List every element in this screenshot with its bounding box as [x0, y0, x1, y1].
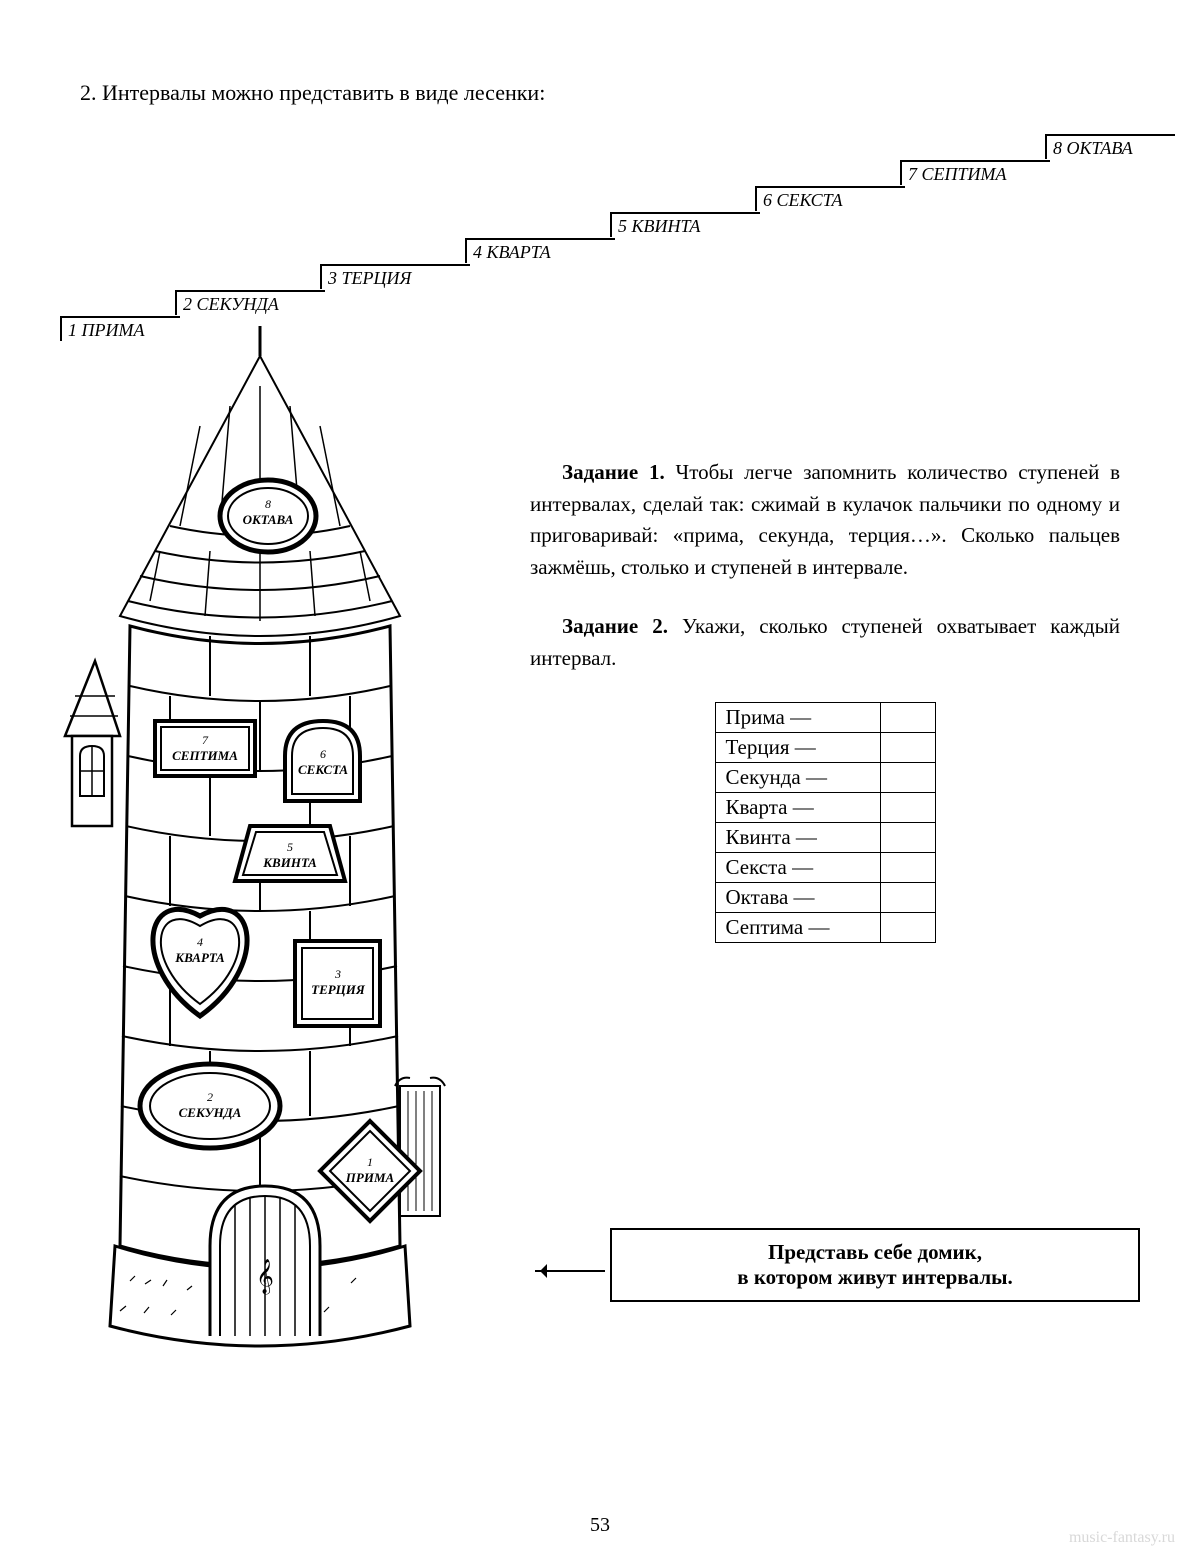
interval-name-cell: Секста — [715, 853, 880, 883]
task1: Задание 1. Чтобы легче запомнить количес… [530, 457, 1120, 583]
svg-text:СЕКСТА: СЕКСТА [298, 762, 348, 777]
watermark: music-fantasy.ru [1069, 1529, 1175, 1547]
page-number: 53 [0, 1514, 1200, 1537]
callout-line1: Представь себе домик, [642, 1240, 1108, 1265]
table-row: Секста — [715, 853, 935, 883]
svg-text:КВИНТА: КВИНТА [262, 855, 317, 870]
shape-oktava: 8 ОКТАВА [220, 480, 316, 552]
task2: Задание 2. Укажи, сколько ступеней охват… [530, 611, 1120, 674]
table-row: Секунда — [715, 763, 935, 793]
interval-value-cell[interactable] [880, 883, 935, 913]
stair-step: 5 КВИНТА [610, 212, 760, 237]
table-row: Кварта — [715, 793, 935, 823]
svg-text:ТЕРЦИЯ: ТЕРЦИЯ [311, 982, 366, 997]
shape-septima: 7 СЕПТИМА [155, 721, 255, 776]
interval-name-cell: Септима — [715, 913, 880, 943]
stair-step: 7 СЕПТИМА [900, 160, 1050, 185]
stair-step: 6 СЕКСТА [755, 186, 905, 211]
shape-kvinta: 5 КВИНТА [235, 826, 345, 881]
shape-seksta: 6 СЕКСТА [285, 721, 360, 801]
interval-name-cell: Секунда — [715, 763, 880, 793]
stair-step: 3 ТЕРЦИЯ [320, 264, 470, 289]
svg-text:7: 7 [202, 733, 209, 747]
table-row: Квинта — [715, 823, 935, 853]
svg-text:1: 1 [367, 1155, 373, 1169]
svg-text:2: 2 [207, 1090, 213, 1104]
table-row: Октава — [715, 883, 935, 913]
interval-value-cell[interactable] [880, 913, 935, 943]
interval-table: Прима —Терция —Секунда —Кварта —Квинта —… [715, 702, 936, 943]
stair-step: 2 СЕКУНДА [175, 290, 325, 315]
callout-box: Представь себе домик, в котором живут ин… [610, 1228, 1140, 1302]
table-row: Септима — [715, 913, 935, 943]
svg-text:𝄞: 𝄞 [256, 1259, 274, 1295]
interval-value-cell[interactable] [880, 703, 935, 733]
interval-name-cell: Прима — [715, 703, 880, 733]
svg-text:ПРИМА: ПРИМА [345, 1170, 395, 1185]
svg-text:5: 5 [287, 840, 293, 854]
shape-sekunda: 2 СЕКУНДА [140, 1064, 280, 1148]
interval-value-cell[interactable] [880, 793, 935, 823]
svg-text:3: 3 [334, 967, 341, 981]
task1-label: Задание 1. [562, 460, 665, 484]
interval-value-cell[interactable] [880, 733, 935, 763]
svg-text:6: 6 [320, 747, 326, 761]
table-row: Терция — [715, 733, 935, 763]
interval-name-cell: Терция — [715, 733, 880, 763]
intro-text: Интервалы можно представить в виде лесен… [102, 80, 545, 105]
task2-label: Задание 2. [562, 614, 668, 638]
svg-text:СЕПТИМА: СЕПТИМА [172, 748, 238, 763]
interval-value-cell[interactable] [880, 853, 935, 883]
interval-name-cell: Октава — [715, 883, 880, 913]
interval-name-cell: Квинта — [715, 823, 880, 853]
callout-line2: в котором живут интервалы. [642, 1265, 1108, 1290]
interval-value-cell[interactable] [880, 763, 935, 793]
intro-number: 2. [80, 80, 97, 105]
intro-line: 2. Интервалы можно представить в виде ле… [80, 80, 1140, 106]
svg-text:8: 8 [265, 497, 271, 511]
staircase-diagram: 1 ПРИМА2 СЕКУНДА3 ТЕРЦИЯ4 КВАРТА5 КВИНТА… [60, 116, 1140, 336]
interval-name-cell: Кварта — [715, 793, 880, 823]
svg-text:4: 4 [197, 935, 203, 949]
interval-value-cell[interactable] [880, 823, 935, 853]
table-row: Прима — [715, 703, 935, 733]
shape-terciya: 3 ТЕРЦИЯ [295, 941, 380, 1026]
svg-text:КВАРТА: КВАРТА [174, 950, 225, 965]
svg-text:СЕКУНДА: СЕКУНДА [179, 1105, 242, 1120]
stair-step: 4 КВАРТА [465, 238, 615, 263]
stair-step: 8 ОКТАВА [1045, 134, 1175, 159]
tower-illustration: 𝄞 [60, 326, 500, 1376]
svg-text:ОКТАВА: ОКТАВА [243, 512, 294, 527]
callout-arrow-icon [535, 1270, 605, 1272]
